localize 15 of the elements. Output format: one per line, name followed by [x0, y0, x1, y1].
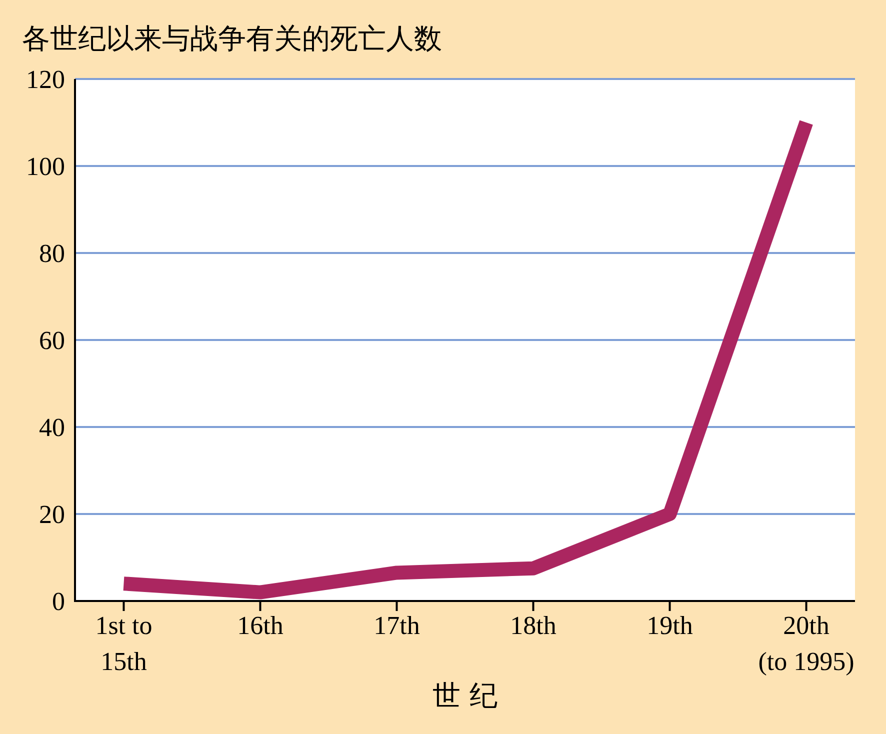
y-tick-label: 0	[52, 587, 65, 616]
x-tick-label: 19th	[646, 611, 693, 640]
y-tick-label: 120	[26, 65, 65, 94]
chart-title: 各世纪以来与战争有关的死亡人数	[22, 22, 442, 55]
y-tick-label: 60	[39, 326, 65, 355]
y-tick-label: 100	[26, 152, 65, 181]
y-tick-label: 80	[39, 239, 65, 268]
x-tick-label: 17th	[374, 611, 420, 640]
y-tick-label: 20	[39, 500, 65, 529]
x-tick-label: 1st to 15th	[95, 611, 152, 676]
y-tick-label: 40	[39, 413, 65, 442]
x-tick-label: 16th	[237, 611, 284, 640]
x-tick-label: 20th (to 1995)	[758, 611, 854, 676]
x-axis-title: 世 纪	[432, 679, 498, 712]
x-tick-label: 18th	[510, 611, 556, 640]
